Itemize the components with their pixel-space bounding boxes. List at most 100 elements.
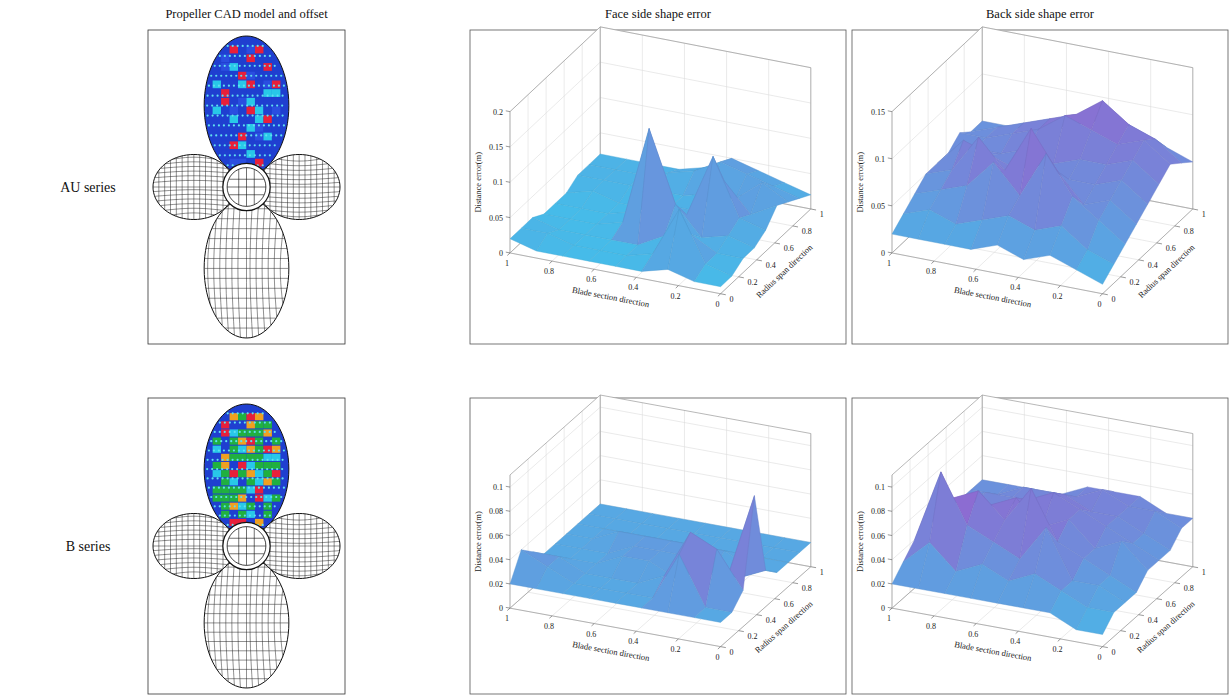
blade-patch [247, 470, 255, 477]
x-tick [507, 608, 510, 610]
offset-point [268, 85, 270, 87]
blade-patch [230, 503, 238, 510]
blade-patch [238, 107, 246, 115]
offset-point [260, 496, 262, 498]
offset-point [243, 487, 245, 489]
offset-point [206, 104, 208, 106]
offset-point [269, 144, 271, 146]
offset-point [276, 104, 278, 106]
row-label: B series [66, 539, 111, 554]
offset-point [243, 124, 245, 126]
surface-panel: 00.20.40.60.8100.20.40.60.8100.020.040.0… [852, 395, 1228, 694]
offset-point [226, 468, 228, 470]
offset-point [210, 440, 212, 442]
offset-point [223, 449, 225, 451]
blade-patch [221, 124, 229, 132]
offset-point [269, 431, 271, 433]
blade-patch [230, 63, 238, 71]
blade-patch [230, 429, 238, 436]
blade-patch [230, 413, 238, 420]
blade-patch [263, 107, 271, 115]
x-tick-label: 0.2 [1052, 292, 1062, 301]
offset-point [245, 134, 247, 136]
x-tick-label: 0.8 [544, 267, 554, 276]
z-tick [506, 558, 510, 560]
offset-point [218, 124, 220, 126]
offset-point [226, 114, 228, 116]
offset-point [256, 95, 258, 97]
blade-patch [221, 446, 229, 453]
offset-point [283, 124, 285, 126]
blade-patch [221, 63, 229, 71]
offset-point [241, 468, 243, 470]
offset-point [211, 114, 213, 116]
offset-point [236, 459, 238, 461]
offset-point [256, 114, 258, 116]
blade-patch [247, 54, 255, 62]
offset-point [206, 459, 208, 461]
offset-point [233, 487, 235, 489]
hub [223, 163, 270, 210]
blade-patch [238, 470, 246, 477]
offset-point [275, 440, 277, 442]
axis-line [982, 395, 1193, 433]
offset-point [259, 514, 261, 516]
z-tick-label: 0.08 [871, 507, 885, 516]
offset-point [240, 134, 242, 136]
offset-point [234, 505, 236, 507]
offset-point [246, 104, 248, 106]
offset-point [233, 85, 235, 87]
y-tick [1193, 209, 1198, 210]
blade-patch [238, 413, 246, 420]
blade-patch [221, 494, 229, 501]
grid-line [546, 443, 757, 615]
surface-panel: 00.20.40.60.8100.20.40.60.8100.020.040.0… [470, 395, 846, 694]
offset-point [216, 477, 218, 479]
y-tick [1139, 260, 1144, 261]
hub-line [254, 169, 255, 205]
blade-patch [221, 421, 229, 428]
blade-patch [213, 107, 221, 115]
offset-point [248, 85, 250, 87]
axis-line [600, 27, 811, 68]
offset-point [232, 164, 234, 166]
offset-point [264, 421, 266, 423]
z-tick-label: 0.06 [871, 532, 885, 541]
blade-patch [213, 72, 221, 80]
blade-patch [230, 462, 238, 469]
y-tick-label: 0.2 [1130, 278, 1140, 287]
mesh-line [262, 564, 265, 682]
grid-line [546, 78, 757, 260]
offset-point [220, 134, 222, 136]
surface-cell [702, 156, 740, 237]
offset-point [248, 487, 250, 489]
offset-point [224, 514, 226, 516]
offset-point [224, 55, 226, 57]
offset-point [259, 144, 261, 146]
mesh-line [232, 202, 235, 335]
x-tick [634, 631, 637, 633]
blade-patch [263, 446, 271, 453]
z-axis-title: Distance error(m) [855, 511, 865, 572]
axis-line [1192, 434, 1193, 567]
offset-point [274, 431, 276, 433]
offset-point [261, 477, 263, 479]
offset-point [231, 95, 233, 97]
mesh-line [220, 569, 223, 676]
offset-point [259, 65, 261, 67]
blade-patch [238, 486, 246, 493]
offset-point [281, 114, 283, 116]
mesh-line [259, 182, 340, 184]
mesh-line [278, 574, 320, 576]
offset-point [254, 431, 256, 433]
blade-patch [238, 150, 246, 158]
x-tick [676, 639, 679, 641]
z-axis-title: Distance error(m) [855, 152, 865, 213]
surface-cell [706, 549, 744, 612]
grid-line [892, 112, 1103, 294]
mesh-line [260, 537, 338, 539]
x-tick [1058, 639, 1061, 641]
surface [892, 101, 1193, 285]
offset-point [223, 124, 225, 126]
offset-point [210, 496, 212, 498]
